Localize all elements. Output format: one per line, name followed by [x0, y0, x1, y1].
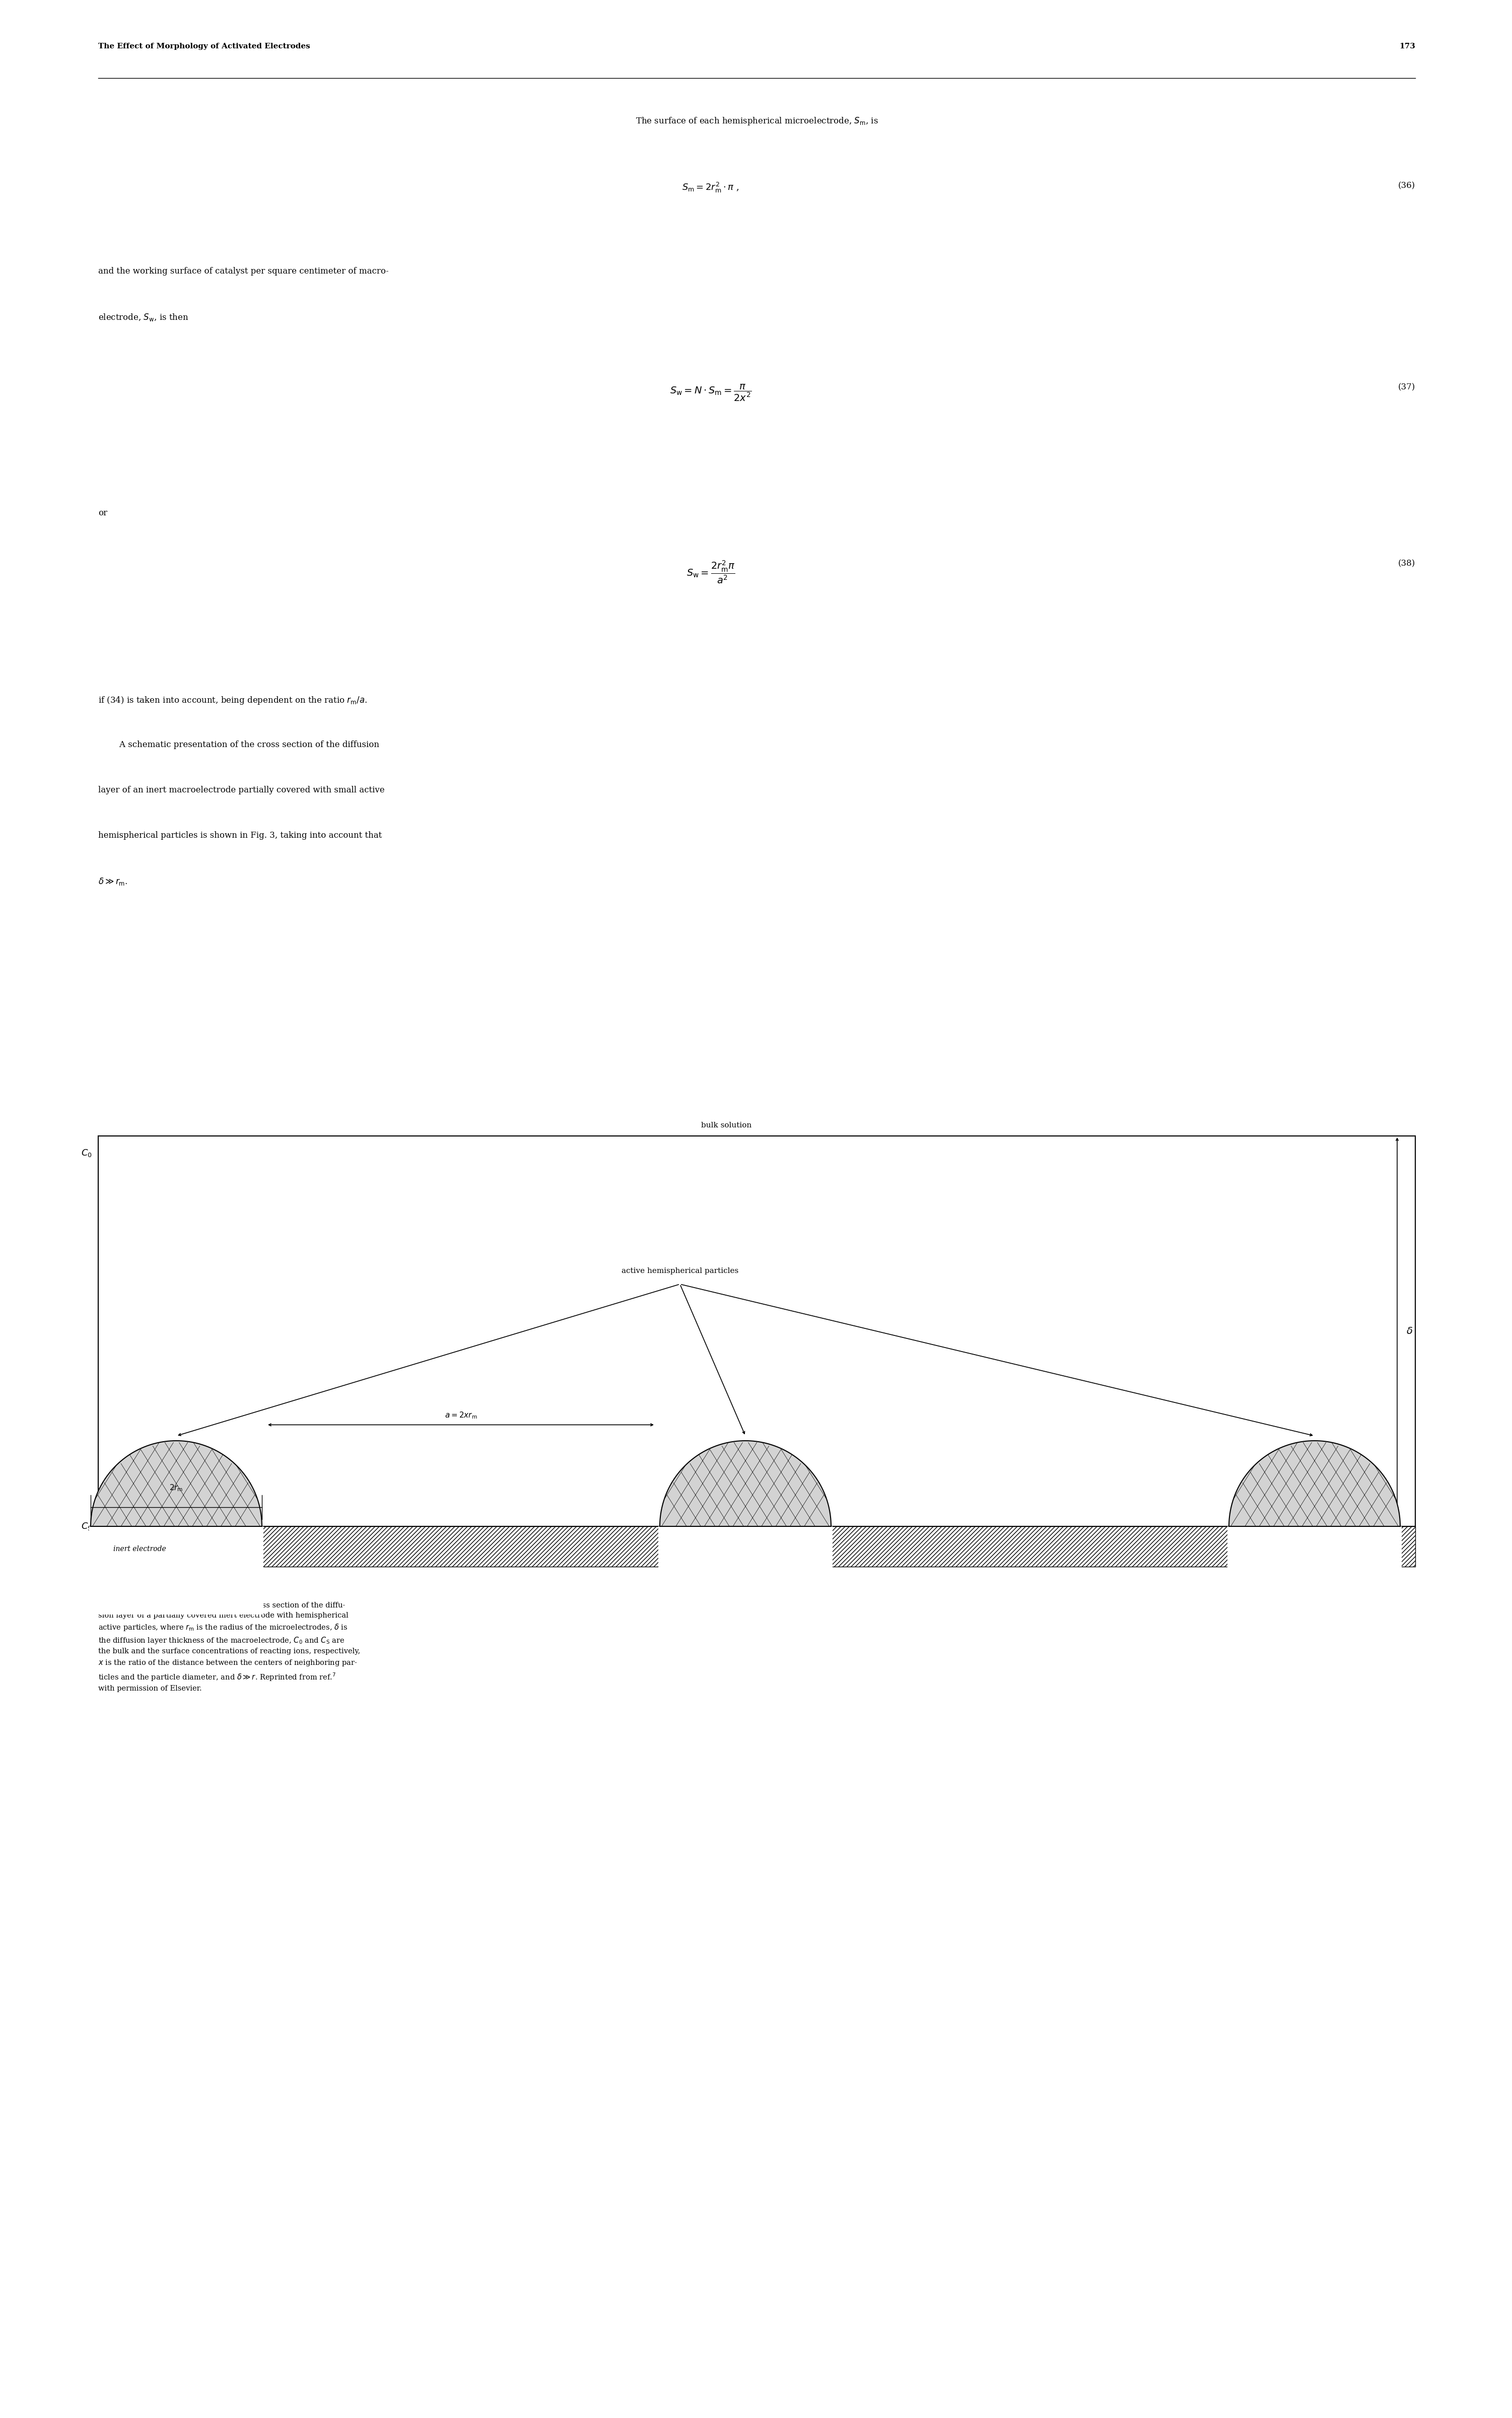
- Polygon shape: [659, 1441, 832, 1526]
- Ellipse shape: [1229, 1441, 1400, 1613]
- Text: active hemispherical particles: active hemispherical particles: [621, 1267, 738, 1274]
- Bar: [1228, 1526, 1402, 1615]
- Polygon shape: [91, 1441, 262, 1526]
- Text: electrode, $S_{\mathrm{w}}$, is then: electrode, $S_{\mathrm{w}}$, is then: [98, 312, 189, 322]
- Text: bulk solution: bulk solution: [702, 1122, 751, 1129]
- Text: $\delta$: $\delta$: [1406, 1327, 1412, 1335]
- Text: (38): (38): [1399, 559, 1415, 568]
- Text: The Effect of Morphology of Activated Electrodes: The Effect of Morphology of Activated El…: [98, 44, 310, 51]
- Polygon shape: [1229, 1441, 1400, 1526]
- Text: inert electrode: inert electrode: [113, 1545, 166, 1552]
- Text: 173: 173: [1399, 44, 1415, 51]
- Text: $C_0$: $C_0$: [82, 1149, 92, 1158]
- Bar: [658, 1526, 833, 1615]
- Bar: [98, 1526, 1415, 1567]
- Ellipse shape: [91, 1441, 262, 1613]
- Text: (37): (37): [1399, 382, 1415, 392]
- Text: The surface of each hemispherical microelectrode, $S_{\mathrm{m}}$, is: The surface of each hemispherical microe…: [635, 116, 878, 126]
- Text: $a = 2x r_{\mathrm{m}}$: $a = 2x r_{\mathrm{m}}$: [445, 1410, 478, 1419]
- Text: $S_{\mathrm{w}} = \dfrac{2r_{\mathrm{m}}^2 \pi}{a^2}$: $S_{\mathrm{w}} = \dfrac{2r_{\mathrm{m}}…: [686, 559, 735, 585]
- Text: if (34) is taken into account, being dependent on the ratio $r_{\mathrm{m}}/a$.: if (34) is taken into account, being dep…: [98, 696, 367, 706]
- Text: hemispherical particles is shown in Fig. 3, taking into account that: hemispherical particles is shown in Fig.…: [98, 832, 383, 839]
- Bar: [89, 1526, 263, 1615]
- Ellipse shape: [659, 1441, 832, 1613]
- Text: Figure 3. Schematic presentation of the cross section of the diffu-
sion layer o: Figure 3. Schematic presentation of the …: [98, 1601, 360, 1693]
- Text: $\delta \gg r_{\mathrm{m}}$.: $\delta \gg r_{\mathrm{m}}$.: [98, 875, 127, 887]
- Text: A schematic presentation of the cross section of the diffusion: A schematic presentation of the cross se…: [98, 740, 380, 750]
- Text: $2r_{\mathrm{m}}$: $2r_{\mathrm{m}}$: [169, 1482, 183, 1492]
- Text: $S_{\mathrm{w}} = N \cdot S_{\mathrm{m}} = \dfrac{\pi}{2x^2}$: $S_{\mathrm{w}} = N \cdot S_{\mathrm{m}}…: [670, 382, 751, 401]
- Text: $S_{\mathrm{m}} = 2r_{\mathrm{m}}^2 \cdot \pi$ ,: $S_{\mathrm{m}} = 2r_{\mathrm{m}}^2 \cdo…: [682, 181, 739, 193]
- Text: (36): (36): [1399, 181, 1415, 191]
- Text: $C_\mathrm{S}$: $C_\mathrm{S}$: [82, 1521, 92, 1531]
- Text: and the working surface of catalyst per square centimeter of macro-: and the working surface of catalyst per …: [98, 266, 389, 276]
- Text: layer of an inert macroelectrode partially covered with small active: layer of an inert macroelectrode partial…: [98, 786, 384, 796]
- Text: or: or: [98, 508, 107, 517]
